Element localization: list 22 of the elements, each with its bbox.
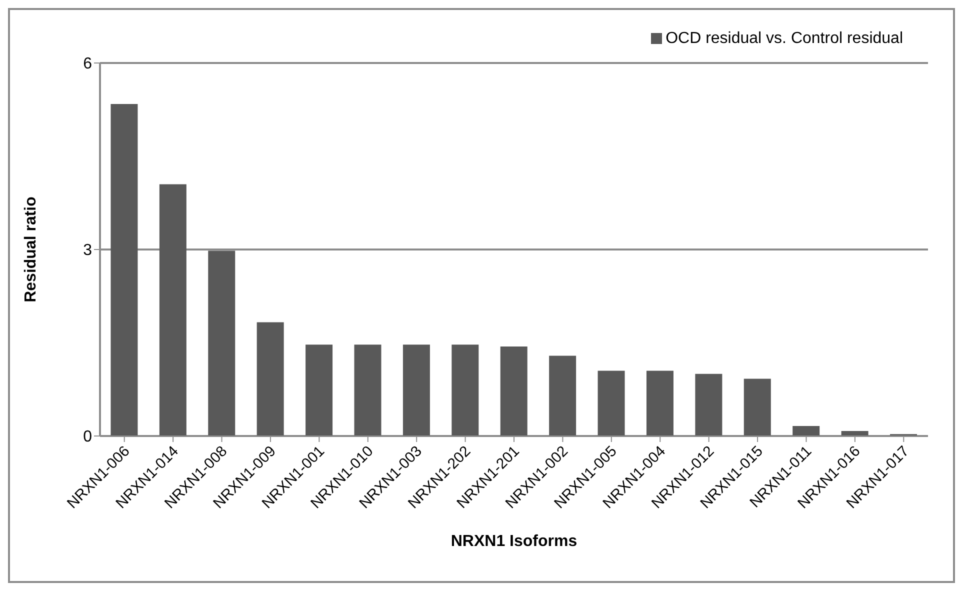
bar [792, 426, 820, 436]
bar [646, 370, 674, 436]
y-tick-label: 0 [83, 428, 92, 446]
y-tick-label: 6 [83, 56, 92, 73]
x-axis-title: NRXN1 Isoforms [450, 533, 578, 550]
bar [841, 431, 868, 436]
y-axis-title: Residual ratio [22, 196, 40, 302]
legend-label: OCD residual vs. Control residual [666, 30, 903, 47]
bar [452, 344, 479, 436]
bar [159, 184, 186, 436]
bar [598, 370, 625, 436]
bar [208, 250, 236, 436]
bar [354, 344, 382, 436]
bar [549, 356, 576, 436]
bar [695, 374, 722, 436]
bar [500, 346, 528, 436]
y-tick-label: 3 [83, 242, 92, 260]
bar [110, 104, 138, 436]
bar [744, 378, 771, 436]
bar [306, 344, 333, 436]
bar [256, 322, 284, 436]
bar [402, 344, 430, 436]
